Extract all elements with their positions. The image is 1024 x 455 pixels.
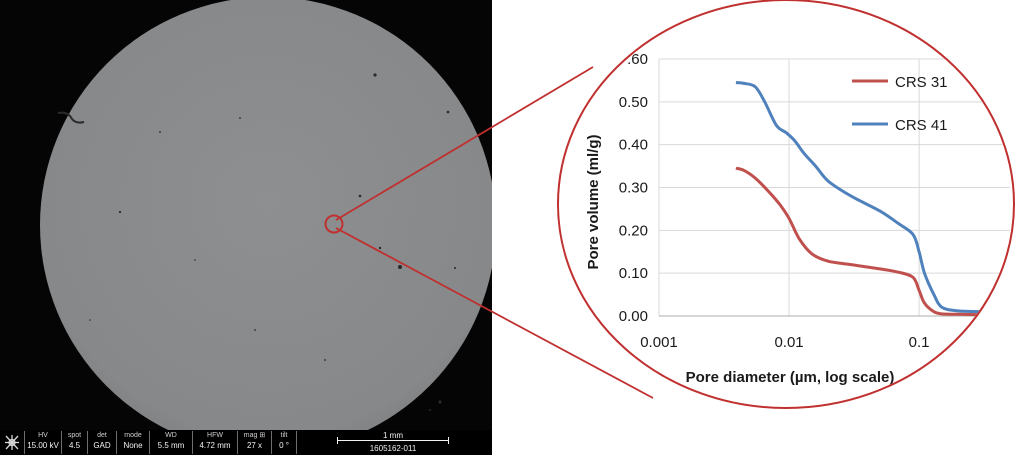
y-tick-label: 0.30 xyxy=(619,180,648,197)
mode-value: None xyxy=(123,441,143,450)
databar-tilt: tilt 0 ° xyxy=(271,431,296,454)
y-tick-label: 0.50 xyxy=(619,94,648,111)
hv-value: 15.00 kV xyxy=(27,441,59,450)
image-id: 1605162-011 xyxy=(369,444,417,453)
y-tick-label: 0.20 xyxy=(619,222,648,239)
y-tick-labels: 0.00 0.10 0.20 0.30 0.40 0.50 .60 xyxy=(619,51,648,325)
databar-hv: HV 15.00 kV xyxy=(24,431,61,454)
databar-spot: spot 4.5 xyxy=(61,431,87,454)
sample-disc xyxy=(40,0,492,430)
det-label: det xyxy=(97,432,107,439)
sample-specks xyxy=(57,73,456,411)
legend-label-crs41: CRS 41 xyxy=(895,117,948,134)
series-line-crs-31 xyxy=(735,166,1011,317)
fei-logo-icon xyxy=(5,435,19,450)
magnifier-connector-bottom xyxy=(335,227,654,399)
det-value: GAD xyxy=(93,441,111,450)
tilt-value: 0 ° xyxy=(279,441,289,450)
spot-value: 4.5 xyxy=(68,441,81,450)
chart-legend: CRS 31 CRS 41 xyxy=(852,74,948,134)
y-tick-label: 0.00 xyxy=(619,308,648,325)
magnifier-connector-top xyxy=(335,66,594,221)
databar-mode: mode None xyxy=(116,431,149,454)
mag-label: mag ⊞ xyxy=(243,432,266,439)
hfw-value: 4.72 mm xyxy=(199,441,231,450)
scalebar-line xyxy=(337,437,449,444)
series-line-crs-41 xyxy=(735,81,1011,315)
mag-value: 27 x xyxy=(246,441,263,450)
y-tick-label: .60 xyxy=(627,51,648,68)
hfw-label: HFW xyxy=(207,432,223,439)
sem-micrograph-panel: HV 15.00 kV spot 4.5 det GAD mode None W… xyxy=(0,0,492,455)
sem-databar: HV 15.00 kV spot 4.5 det GAD mode None W… xyxy=(0,430,492,455)
legend-label-crs31: CRS 31 xyxy=(895,74,948,91)
y-axis-label: Pore volume (ml/g) xyxy=(585,134,602,269)
x-tick-label: 0.001 xyxy=(640,334,678,351)
y-tick-label: 0.40 xyxy=(619,137,648,154)
databar-wd: WD 5.5 mm xyxy=(149,431,192,454)
hv-label: HV xyxy=(38,432,48,439)
x-tick-labels: 0.001 0.01 0.1 xyxy=(640,334,929,351)
databar-scalebar: 1 mm 1605162-011 xyxy=(296,431,489,454)
wd-value: 5.5 mm xyxy=(157,441,185,450)
chart-series xyxy=(735,81,1011,317)
tilt-label: tilt xyxy=(280,432,288,439)
x-tick-label: 0.1 xyxy=(909,334,930,351)
magnifier-small-circle xyxy=(324,214,344,234)
spot-label: spot xyxy=(67,432,82,439)
wd-label: WD xyxy=(165,432,177,439)
x-tick-label: 0.01 xyxy=(774,334,803,351)
x-axis-label: Pore diameter (µm, log scale) xyxy=(686,369,895,386)
scalebar-label: 1 mm xyxy=(383,431,403,440)
sem-micrograph xyxy=(0,0,492,430)
databar-det: det GAD xyxy=(87,431,116,454)
databar-hfw: HFW 4.72 mm xyxy=(192,431,237,454)
databar-mag: mag ⊞ 27 x xyxy=(237,431,271,454)
y-tick-label: 0.10 xyxy=(619,265,648,282)
mode-label: mode xyxy=(124,432,142,439)
